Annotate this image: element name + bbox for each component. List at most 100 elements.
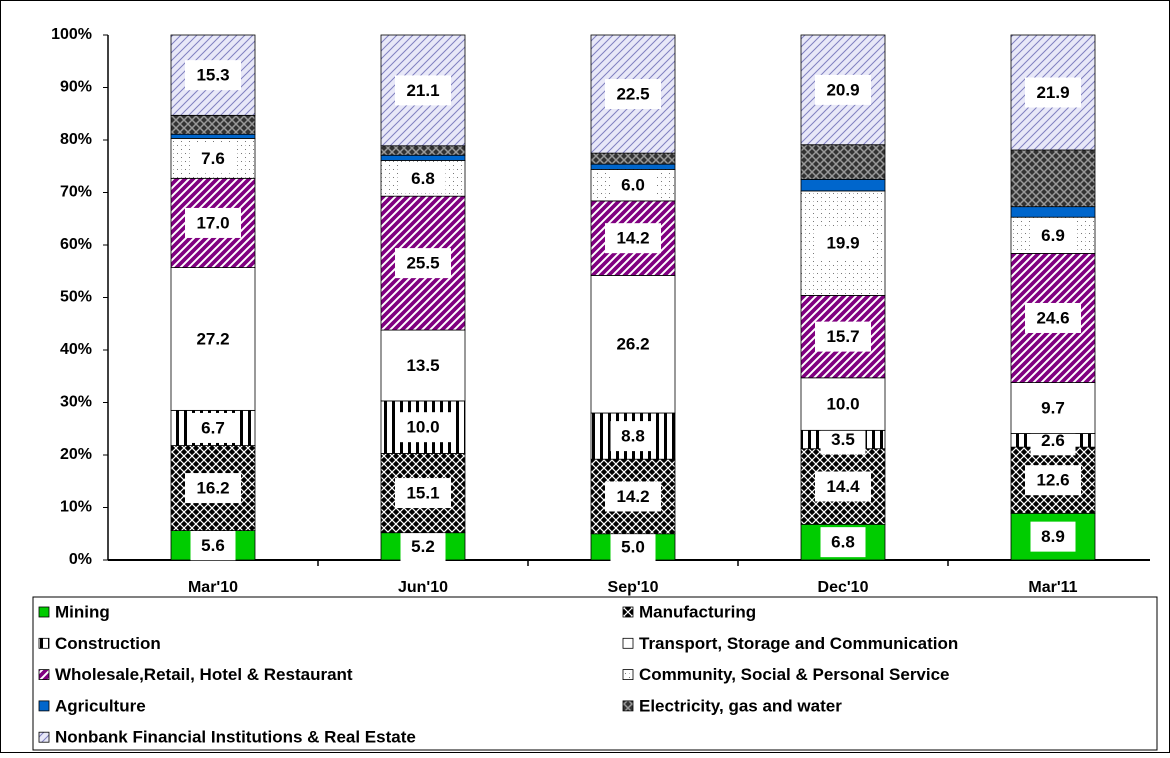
data-label-box <box>190 412 236 443</box>
y-tick-label: 60% <box>60 236 92 253</box>
bar-segment <box>1010 149 1096 208</box>
y-tick-label: 80% <box>60 131 92 148</box>
y-tick-label: 10% <box>60 499 92 516</box>
data-label: 9.7 <box>1041 398 1065 417</box>
data-label: 6.8 <box>831 533 855 552</box>
data-label-box <box>395 412 451 443</box>
data-label: 6.8 <box>411 169 435 188</box>
data-label-box <box>190 143 236 174</box>
y-tick-label: 0% <box>69 551 92 568</box>
x-tick-label: Mar'10 <box>188 579 238 596</box>
legend-marker <box>622 700 634 712</box>
data-label: 21.1 <box>406 81 439 100</box>
data-label-box <box>185 473 241 504</box>
data-label-box <box>1030 220 1076 251</box>
data-label: 6.9 <box>1041 226 1065 245</box>
data-label: 25.5 <box>406 254 439 273</box>
bar-segment <box>170 133 256 139</box>
data-label-box <box>815 228 871 259</box>
legend-marker <box>622 637 634 649</box>
data-label-box <box>605 79 661 110</box>
y-tick-label: 20% <box>60 446 92 463</box>
bar-segment <box>590 163 676 170</box>
data-label-box <box>820 527 866 558</box>
data-label-box <box>610 170 656 201</box>
legend-label: Wholesale,Retail, Hotel & Restaurant <box>55 665 353 684</box>
legend-label: Nonbank Financial Institutions & Real Es… <box>55 728 416 747</box>
data-label: 15.3 <box>196 66 229 85</box>
bar-segment <box>800 178 886 192</box>
data-label: 16.2 <box>196 479 229 498</box>
data-label-box <box>1025 302 1081 333</box>
data-label: 19.9 <box>826 234 859 253</box>
data-label: 24.6 <box>1036 308 1069 327</box>
data-label: 5.2 <box>411 537 435 556</box>
legend-label: Community, Social & Personal Service <box>639 665 950 684</box>
data-label-box <box>395 478 451 509</box>
data-label-box <box>610 421 656 452</box>
data-label: 6.7 <box>201 418 225 437</box>
y-tick-label: 70% <box>60 184 92 201</box>
legend-label: Manufacturing <box>639 602 756 621</box>
legend-label: Construction <box>55 634 161 653</box>
data-label: 14.4 <box>826 477 860 496</box>
y-tick-label: 50% <box>60 289 92 306</box>
data-label: 5.0 <box>621 537 645 556</box>
data-label-box <box>1025 465 1081 496</box>
x-tick-label: Jun'10 <box>398 579 448 596</box>
bar-segment <box>800 144 886 180</box>
data-label-box <box>815 321 871 352</box>
x-tick-label: Sep'10 <box>608 579 659 596</box>
legend-marker <box>38 669 50 680</box>
data-label-box <box>1030 521 1076 552</box>
legend-marker <box>38 606 50 618</box>
data-label-box <box>395 350 451 381</box>
legend-marker <box>622 669 634 680</box>
data-label-box <box>815 471 871 502</box>
data-label: 6.0 <box>621 176 645 195</box>
legend-marker <box>622 606 634 618</box>
legend-label: Transport, Storage and Communication <box>639 634 958 653</box>
data-label: 5.6 <box>201 536 225 555</box>
bar-segment <box>1010 206 1096 218</box>
bar-segment <box>170 114 256 135</box>
data-label-box <box>400 163 446 194</box>
data-label: 10.0 <box>826 395 859 414</box>
legend-marker <box>38 731 50 743</box>
data-label-box <box>395 248 451 279</box>
data-label: 14.2 <box>616 229 649 248</box>
data-label: 26.2 <box>616 335 649 354</box>
data-label: 7.6 <box>201 149 225 168</box>
y-tick-label: 90% <box>60 79 92 96</box>
data-label: 2.6 <box>1041 431 1065 450</box>
data-label: 22.5 <box>616 85 649 104</box>
data-label-box <box>1025 77 1081 108</box>
y-tick-label: 40% <box>60 341 92 358</box>
legend-label: Electricity, gas and water <box>639 696 842 715</box>
data-label-box <box>1030 393 1076 424</box>
bar-segment <box>590 152 676 165</box>
data-label-box <box>190 530 236 561</box>
data-label-box <box>185 60 241 91</box>
data-label-box <box>605 223 661 254</box>
data-label: 14.2 <box>616 487 649 506</box>
data-label-box <box>610 531 656 562</box>
data-label: 20.9 <box>826 80 859 99</box>
data-label-box <box>815 389 871 420</box>
data-label-box <box>605 481 661 512</box>
data-label-box <box>400 531 446 562</box>
y-tick-label: 100% <box>51 26 92 43</box>
data-label: 17.0 <box>196 213 229 232</box>
data-label-box <box>185 323 241 354</box>
legend-box <box>32 596 1158 751</box>
data-label-box <box>605 329 661 360</box>
data-label: 8.9 <box>1041 527 1065 546</box>
bar-segment <box>380 154 466 161</box>
data-label: 15.7 <box>826 327 859 346</box>
x-tick-label: Dec'10 <box>818 579 869 596</box>
data-label: 15.1 <box>406 484 439 503</box>
bar-segment <box>380 145 466 156</box>
legend-label: Mining <box>55 602 110 621</box>
legend-marker <box>38 700 50 712</box>
